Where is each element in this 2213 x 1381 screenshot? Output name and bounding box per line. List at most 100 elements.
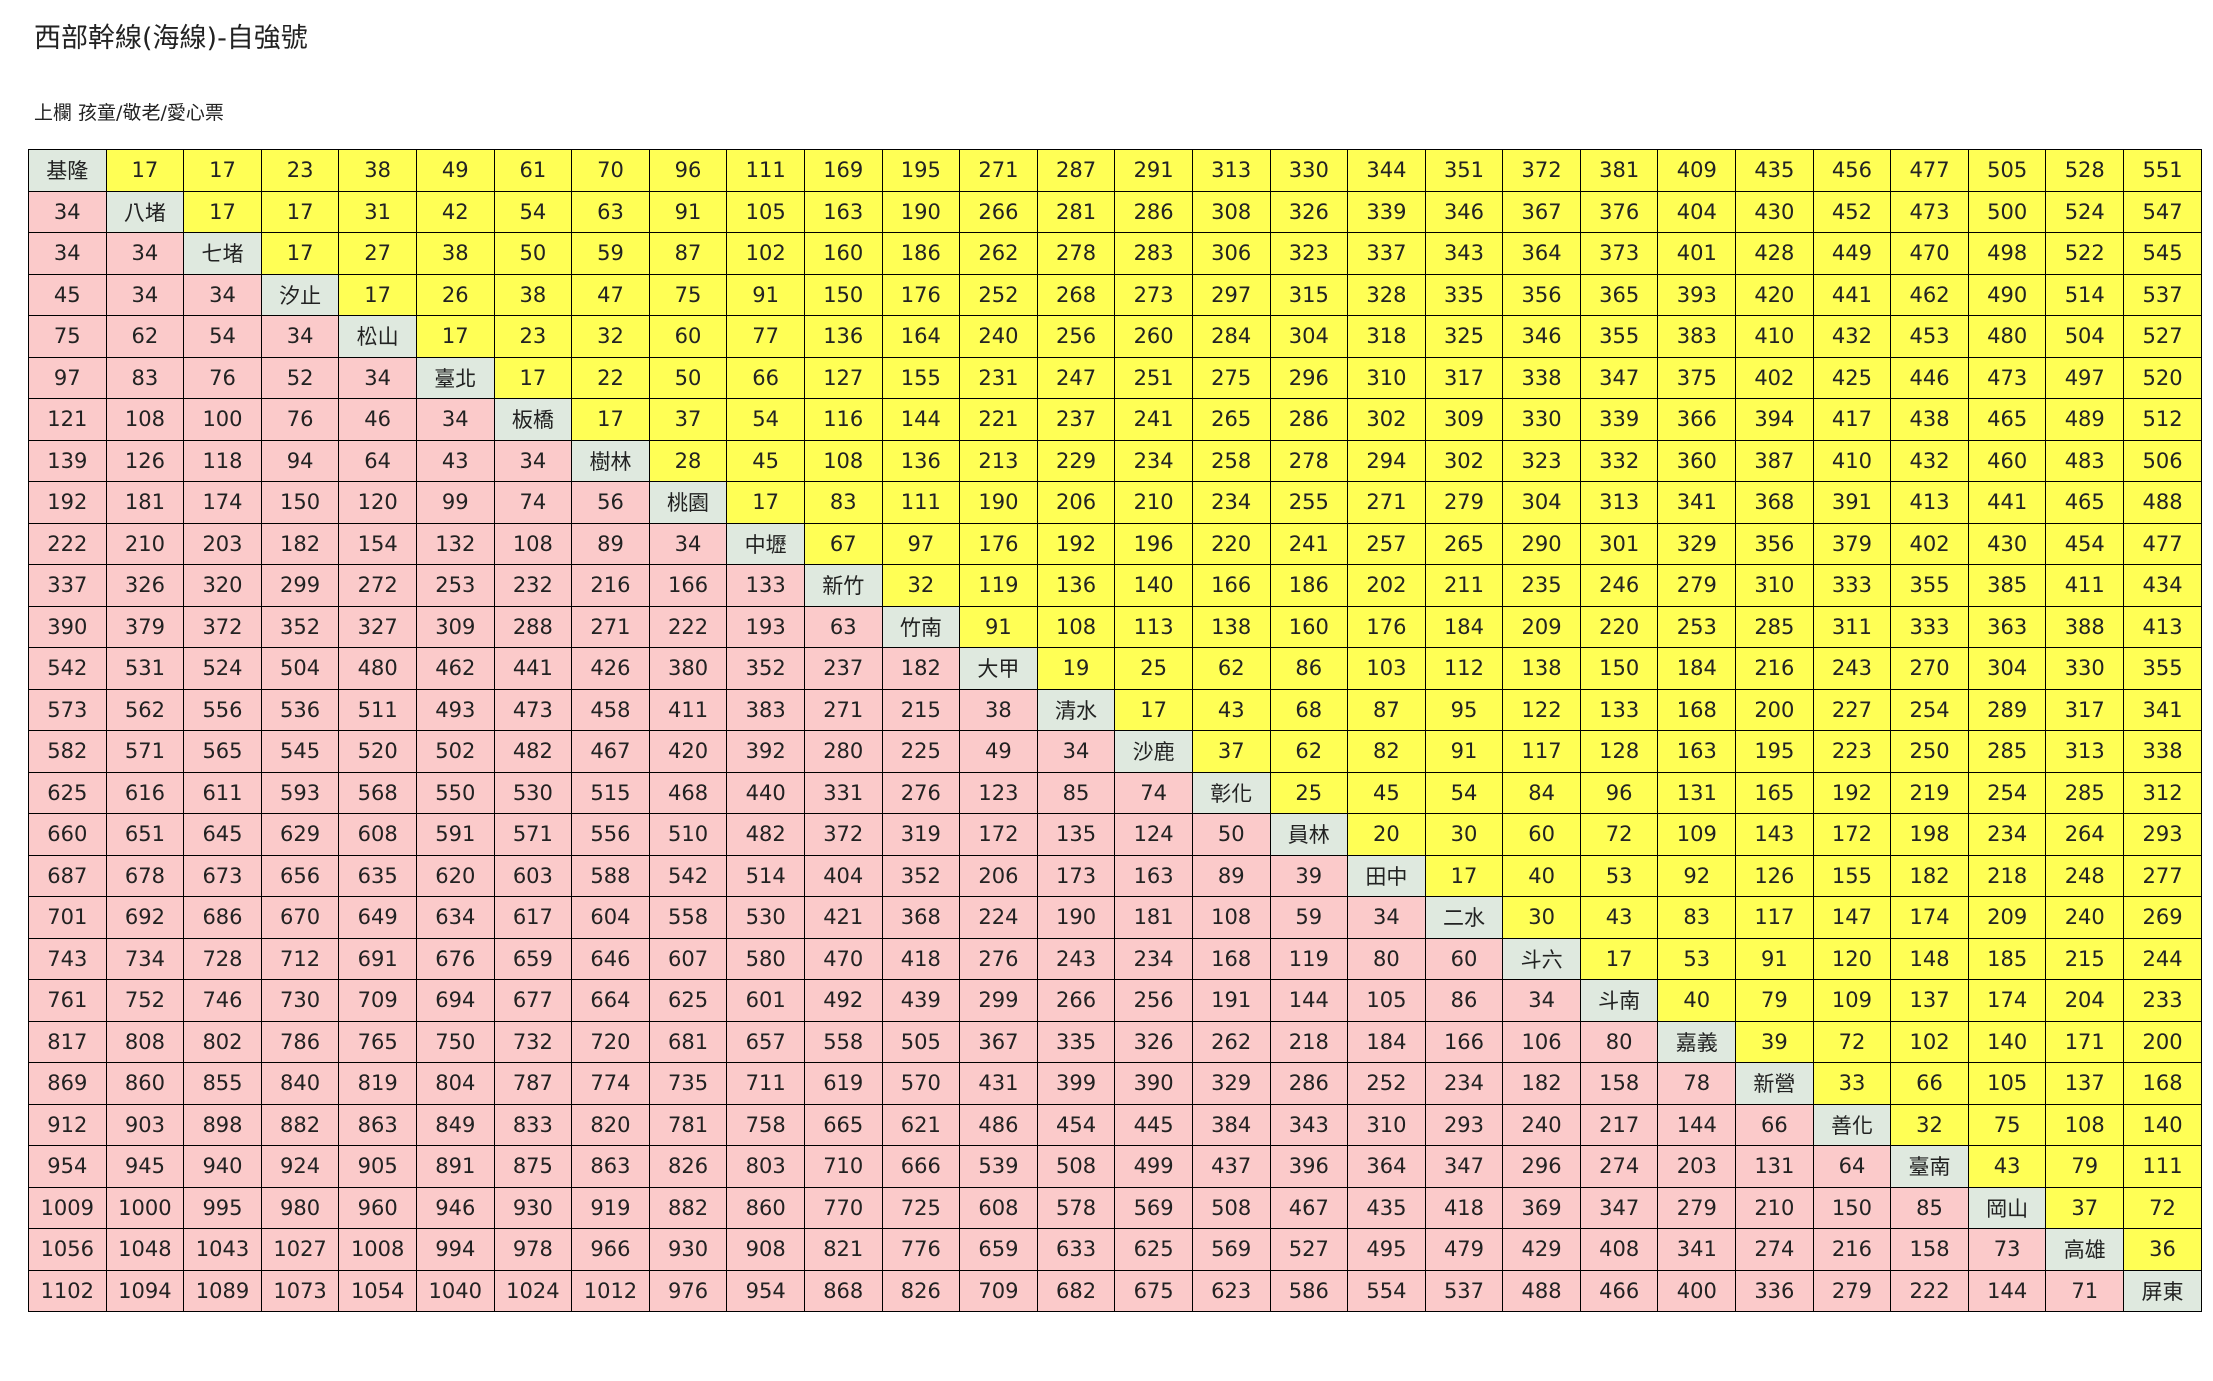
fare-cell: 434	[2123, 564, 2202, 607]
fare-cell: 264	[2045, 813, 2125, 856]
fare-cell: 225	[881, 730, 961, 773]
fare-cell: 66	[726, 356, 805, 399]
fare-cell: 36	[2123, 1228, 2202, 1271]
fare-cell: 709	[338, 979, 417, 1022]
fare-cell: 254	[1967, 771, 2047, 814]
fare-cell: 367	[1502, 190, 1581, 233]
table-row: 761 752 746 730 709 694 677 664 625 601 492 439 299 2…	[28, 979, 2202, 1022]
fare-cell: 315	[1269, 273, 1349, 316]
station-cell: 板橋	[493, 398, 573, 441]
fare-cell: 278	[1269, 439, 1349, 482]
fare-cell: 299	[260, 564, 340, 607]
fare-cell: 234	[1424, 1062, 1504, 1105]
fare-cell: 279	[1657, 1186, 1737, 1229]
fare-cell: 196	[1114, 522, 1193, 565]
fare-cell: 477	[1890, 149, 1969, 192]
fare-cell: 61	[493, 149, 573, 192]
fare-cell: 19	[1036, 647, 1116, 690]
fare-cell: 103	[1347, 647, 1426, 690]
fare-cell: 539	[959, 1145, 1038, 1188]
fare-cell: 1012	[571, 1269, 650, 1312]
fare-cell: 372	[183, 605, 262, 648]
fare-cell: 746	[183, 979, 262, 1022]
fare-cell: 919	[571, 1186, 650, 1229]
fare-cell: 60	[1502, 813, 1581, 856]
fare-cell: 126	[1735, 854, 1814, 897]
fare-cell: 320	[183, 564, 262, 607]
fare-cell: 329	[1657, 522, 1737, 565]
fare-cell: 1008	[338, 1228, 417, 1271]
fare-cell: 743	[28, 937, 107, 980]
fare-cell: 75	[1967, 1103, 2047, 1146]
station-cell: 清水	[1036, 688, 1116, 731]
fare-cell: 1040	[415, 1269, 495, 1312]
fare-cell: 802	[183, 1020, 262, 1063]
table-row: 1102 1094 1089 1073 1054 1040 1024 1012 976 954 86…	[28, 1269, 2202, 1312]
fare-cell: 204	[2045, 979, 2125, 1022]
fare-cell: 331	[803, 771, 883, 814]
fare-cell: 17	[183, 190, 262, 233]
fare-cell: 278	[1036, 232, 1116, 275]
fare-cell: 174	[183, 481, 262, 524]
fare-cell: 45	[1347, 771, 1426, 814]
fare-cell: 76	[260, 398, 340, 441]
fare-cell: 625	[28, 771, 107, 814]
fare-cell: 352	[881, 854, 961, 897]
station-cell: 斗六	[1502, 937, 1581, 980]
fare-cell: 190	[1036, 896, 1116, 939]
fare-cell: 383	[1657, 315, 1737, 358]
fare-cell: 429	[1502, 1228, 1581, 1271]
fare-cell: 72	[1812, 1020, 1892, 1063]
fare-cell: 144	[881, 398, 961, 441]
fare-cell: 344	[1347, 149, 1426, 192]
fare-cell: 402	[1735, 356, 1814, 399]
fare-cell: 185	[1967, 937, 2047, 980]
fare-cell: 89	[571, 522, 650, 565]
fare-cell: 293	[2123, 813, 2202, 856]
fare-cell: 319	[881, 813, 961, 856]
fare-cell: 53	[1579, 854, 1659, 897]
fare-cell: 341	[1657, 1228, 1737, 1271]
fare-cell: 849	[415, 1103, 495, 1146]
fare-cell: 176	[881, 273, 961, 316]
fare-cell: 215	[881, 688, 961, 731]
station-cell: 新營	[1735, 1062, 1814, 1105]
fare-cell: 363	[1967, 605, 2047, 648]
fare-cell: 34	[260, 315, 340, 358]
fare-cell: 421	[803, 896, 883, 939]
fare-cell: 537	[1424, 1269, 1504, 1312]
fare-cell: 978	[493, 1228, 573, 1271]
fare-cell: 198	[1890, 813, 1969, 856]
fare-cell: 67	[803, 522, 883, 565]
fare-cell: 418	[1424, 1186, 1504, 1229]
fare-cell: 826	[648, 1145, 728, 1188]
fare-cell: 954	[726, 1269, 805, 1312]
fare-cell: 356	[1735, 522, 1814, 565]
fare-cell: 301	[1579, 522, 1659, 565]
fare-cell: 59	[571, 232, 650, 275]
fare-cell: 34	[1347, 896, 1426, 939]
fare-cell: 750	[415, 1020, 495, 1063]
fare-cell: 154	[338, 522, 417, 565]
fare-cell: 72	[2123, 1186, 2202, 1229]
fare-cell: 280	[803, 730, 883, 773]
fare-cell: 364	[1502, 232, 1581, 275]
fare-cell: 254	[1890, 688, 1969, 731]
fare-cell: 209	[1967, 896, 2047, 939]
fare-cell: 147	[1812, 896, 1892, 939]
fare-cell: 891	[415, 1145, 495, 1188]
fare-cell: 325	[1424, 315, 1504, 358]
fare-cell: 38	[415, 232, 495, 275]
fare-cell: 158	[1579, 1062, 1659, 1105]
fare-cell: 285	[2045, 771, 2125, 814]
fare-cell: 250	[1890, 730, 1969, 773]
fare-cell: 556	[183, 688, 262, 731]
fare-cell: 37	[2045, 1186, 2125, 1229]
fare-cell: 128	[1579, 730, 1659, 773]
fare-cell: 34	[105, 232, 185, 275]
fare-cell: 728	[183, 937, 262, 980]
fare-cell: 380	[648, 647, 728, 690]
fare-cell: 223	[1812, 730, 1892, 773]
fare-cell: 233	[2123, 979, 2202, 1022]
fare-cell: 59	[1269, 896, 1349, 939]
